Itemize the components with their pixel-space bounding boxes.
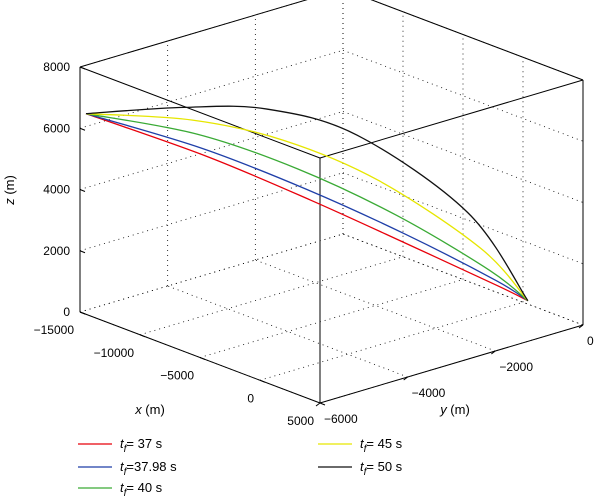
grid-line-wall-z [79,0,308,68]
z-tick-label: 4000 [43,183,70,197]
axes-frame-edge [79,66,321,159]
y-tick-label: −2000 [499,360,533,374]
z-tick-mark [79,311,86,315]
legend-entry: tf=37.98 s [120,459,177,478]
grid-line-floor-y [167,285,408,378]
z-tick-label: 8000 [43,60,70,74]
x-tick-label: −10000 [94,346,135,360]
axes-frame [79,0,584,407]
z-tick-label: 0 [63,305,70,319]
axes-frame-edge [79,0,308,68]
grid-line-floor-x [139,256,404,336]
y-tick-mark [491,350,496,355]
series-line [85,113,529,302]
series-layer [85,105,529,302]
y-axis-label: y (m) [439,402,470,417]
axes-frame-edge [319,324,584,404]
legend-entry: tf= 40 s [120,480,163,499]
grid-line-wall-z [79,172,344,252]
x-tick-mark [139,334,146,338]
series-line [85,113,529,302]
legend: tf= 37 s tf=37.98 s tf= 40 s tf= 45 s tf= 50… [78,436,403,499]
legend-entry: tf= 45 s [360,436,403,455]
x-tick-label: 0 [247,391,254,405]
z-tick-label: 6000 [43,121,70,135]
x-tick-label: −15000 [34,323,75,337]
grid-line-wall-z [342,172,584,265]
z-axis-label: z (m) [2,175,17,206]
y-tick-mark [315,402,321,407]
axes-frame-edge [319,79,584,159]
series-line [85,113,529,302]
tick-labels: −15000 −10000 −5000 0 5000 −6000 −4000 −2000 0 0 2… [34,60,594,428]
y-tick-mark [403,376,408,381]
grid-line-floor-x [79,233,344,313]
legend-entry: tf= 50 s [360,459,403,478]
axes-frame-edge [370,0,584,81]
x-tick-mark [319,402,326,406]
y-tick-label: −6000 [324,412,358,426]
grid-line-floor-x [199,279,464,358]
x-tick-mark [259,379,266,383]
grid-layer [79,0,584,404]
grid-line-wall-z [79,111,344,190]
z-tick-label: 2000 [43,244,70,258]
z-tick-mark [79,127,86,131]
x-axis-label: x (m) [134,402,165,417]
y-tick-label: 0 [587,334,594,348]
x-tick-mark [199,357,206,360]
grid-line-wall-z [79,233,344,313]
series-line [85,105,529,302]
z-tick-mark [79,250,86,254]
z-tick-mark [79,66,86,70]
series-line [85,113,529,302]
legend-entry: tf= 37 s [120,436,163,455]
z-tick-mark [79,189,86,192]
grid-line-wall-z [370,0,584,81]
grid-line-floor-x [259,301,524,381]
x-tick-label: −5000 [160,369,194,383]
grid-line-floor-y [255,259,496,352]
y-tick-mark [578,324,584,329]
y-tick-label: −4000 [412,386,446,400]
x-tick-label: 5000 [287,414,314,428]
